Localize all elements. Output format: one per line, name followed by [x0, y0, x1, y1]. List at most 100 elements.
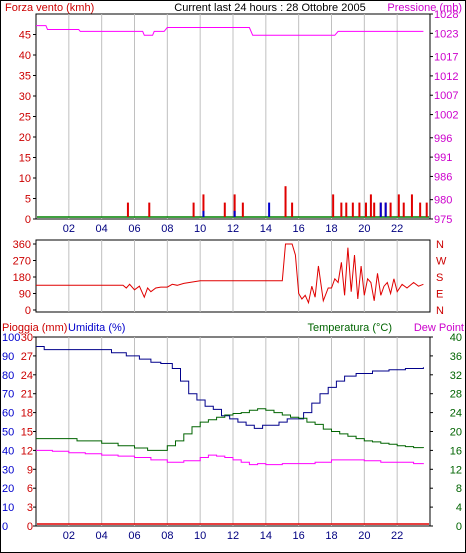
wind-bar — [419, 202, 422, 217]
humidity-y-tick-label: 0 — [27, 521, 33, 533]
wind-bar — [397, 194, 400, 217]
rain-y-tick-label: 50 — [2, 427, 14, 439]
humidity-y-tick-label: 18 — [21, 408, 33, 420]
rain-y-tick-label: 80 — [2, 370, 14, 382]
humidity-temp-x-tick-label: 06 — [128, 530, 140, 542]
wind-bar — [373, 202, 376, 217]
pressure-y-tick-label: 975 — [434, 214, 452, 226]
wind-y-tick-label: 45 — [19, 30, 31, 42]
wind-bar — [233, 194, 236, 217]
humidity-y-tick-label: 3 — [27, 502, 33, 514]
wind-pressure-x-tick-label: 10 — [194, 223, 206, 235]
wind-bar — [351, 202, 354, 217]
wind-y-tick-label: 30 — [19, 91, 31, 103]
rain-title: Pioggia (mm) — [2, 322, 67, 334]
wind-bar — [364, 202, 367, 217]
dewpoint-line — [36, 449, 424, 466]
rain-y-tick-label: 70 — [2, 389, 14, 401]
pressure-y-tick-label: 986 — [434, 171, 452, 183]
temp-y-tick-label: 0 — [456, 521, 462, 533]
humidity-temp-x-tick-label: 16 — [293, 530, 305, 542]
direction-y-tick-label: 270 — [13, 256, 31, 268]
humidity-y-tick-label: 27 — [21, 351, 33, 363]
temp-y-tick-label: 24 — [450, 408, 462, 420]
pressure-y-tick-label: 980 — [434, 195, 452, 207]
humidity-temp-x-tick-label: 18 — [325, 530, 337, 542]
rain-y-tick-label: 30 — [2, 464, 14, 476]
humidity-temp-x-tick-label: 12 — [227, 530, 239, 542]
humidity-temp-x-tick-label: 10 — [194, 530, 206, 542]
pressure-y-tick-label: 1002 — [434, 110, 458, 122]
compass-label: N — [436, 239, 444, 251]
humidity-y-tick-label: 6 — [27, 483, 33, 495]
humidity-y-tick-label: 24 — [21, 370, 33, 382]
rain-y-tick-label: 10 — [2, 502, 14, 514]
wind-direction-line — [36, 243, 424, 305]
wind-pressure-x-tick-label: 02 — [63, 223, 75, 235]
wind-bar — [284, 186, 287, 217]
temperature-line — [36, 408, 424, 451]
wind-pressure-panel: 02 04 06 08 10 12 14 16 18 20 22051015202530354045… — [19, 9, 459, 235]
wind-bar — [358, 202, 361, 217]
humidity-y-tick-label: 30 — [21, 332, 33, 344]
humidity-y-tick-label: 12 — [21, 445, 33, 457]
pressure-y-tick-label: 991 — [434, 152, 452, 164]
humidity-y-tick-label: 9 — [27, 464, 33, 476]
wind-bar — [369, 194, 372, 217]
wind-direction-panel: 0 N 90 E 180 S 270 W 360 N — [13, 239, 447, 317]
wind-bar — [425, 202, 428, 217]
gust-bar — [384, 202, 387, 217]
wind-bar — [223, 202, 226, 217]
gust-bar — [379, 202, 382, 217]
wind-bar — [148, 202, 151, 217]
wind-pressure-x-tick-label: 12 — [227, 223, 239, 235]
dewpoint-title: Dew Point — [414, 322, 464, 334]
wind-pressure-x-tick-label: 16 — [293, 223, 305, 235]
temp-y-tick-label: 28 — [450, 389, 462, 401]
direction-y-tick-label: 180 — [13, 272, 31, 284]
rain-y-tick-label: 40 — [2, 445, 14, 457]
wind-y-tick-label: 15 — [19, 153, 31, 165]
wind-pressure-x-tick-label: 18 — [325, 223, 337, 235]
wind-bar — [126, 202, 129, 217]
direction-y-tick-label: 360 — [13, 239, 31, 251]
wind-bar — [402, 202, 405, 217]
chart-main-title: Current last 24 hours : 28 Ottobre 2005 — [174, 2, 365, 14]
pressure-y-tick-label: 1007 — [434, 90, 458, 102]
temp-y-tick-label: 8 — [456, 483, 462, 495]
wind-pressure-x-tick-label: 14 — [260, 223, 272, 235]
temp-y-tick-label: 20 — [450, 427, 462, 439]
temp-y-tick-label: 4 — [456, 502, 462, 514]
wind-pressure-x-tick-label: 22 — [391, 223, 403, 235]
wind-bar — [410, 194, 413, 217]
compass-label: N — [436, 305, 444, 317]
wind-bar — [340, 202, 343, 217]
temperature-title: Temperatura (°C) — [308, 322, 392, 334]
pressure-y-tick-label: 1012 — [434, 71, 458, 83]
wind-y-tick-label: 0 — [25, 214, 31, 226]
humidity-title: Umidita (%) — [68, 322, 125, 334]
rain-y-tick-label: 60 — [2, 408, 14, 420]
temp-y-tick-label: 36 — [450, 351, 462, 363]
rain-y-tick-label: 90 — [2, 351, 14, 363]
wind-y-tick-label: 10 — [19, 173, 31, 185]
pressure-y-tick-label: 996 — [434, 133, 452, 145]
temp-y-tick-label: 16 — [450, 445, 462, 457]
wind-y-tick-label: 25 — [19, 112, 31, 124]
compass-label: W — [436, 256, 447, 268]
humidity-y-tick-label: 15 — [21, 427, 33, 439]
pressure-line — [36, 25, 424, 36]
wind-y-tick-label: 35 — [19, 71, 31, 83]
temp-y-tick-label: 40 — [450, 332, 462, 344]
wind-bar — [192, 202, 195, 217]
humidity-temp-x-tick-label: 22 — [391, 530, 403, 542]
wind-speed-title: Forza vento (kmh) — [5, 2, 94, 14]
wind-y-tick-label: 20 — [19, 132, 31, 144]
humidity-temp-x-tick-label: 20 — [358, 530, 370, 542]
rain-y-tick-label: 0 — [2, 521, 8, 533]
humidity-line — [36, 346, 424, 429]
temp-y-tick-label: 12 — [450, 464, 462, 476]
wind-y-tick-label: 40 — [19, 50, 31, 62]
